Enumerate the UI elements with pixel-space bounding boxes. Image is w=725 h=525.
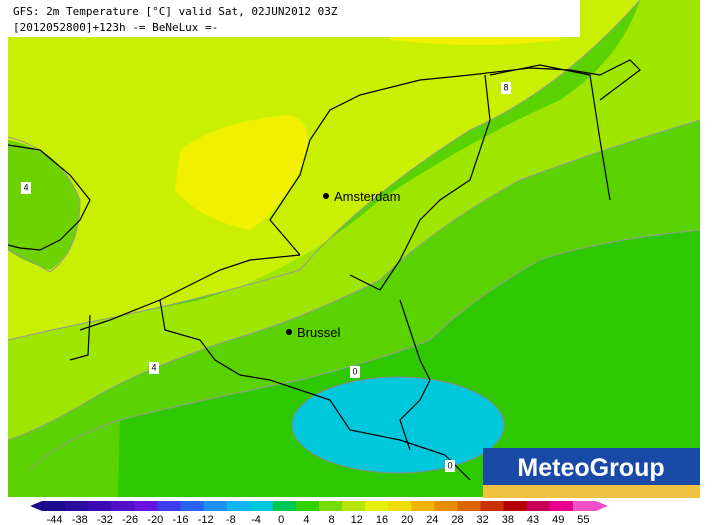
- colorbar-tick-label: -8: [226, 514, 236, 525]
- colorbar-tick-label: 49: [552, 514, 564, 525]
- colorbar-swatch: [411, 501, 435, 511]
- colorbar-swatch: [503, 501, 528, 511]
- city-dot: [286, 329, 292, 335]
- colorbar-swatch: [88, 501, 112, 511]
- contour-label: 0: [352, 366, 357, 376]
- borders-coastline: [7, 59, 641, 481]
- colorbar-tick-label: 43: [527, 514, 539, 525]
- zone-12: [8, 0, 640, 340]
- colorbar-swatch: [457, 501, 482, 511]
- contour-label: 0: [447, 460, 452, 470]
- colorbar-tick-label: 55: [577, 514, 589, 525]
- colorbar-arrow-left: [30, 501, 42, 511]
- zone-0: [118, 230, 700, 497]
- title: GFS: 2m Temperature [°C] valid Sat, 02JU…: [13, 5, 338, 18]
- colorbar-swatch: [203, 501, 228, 511]
- map: Amsterdam Brussel 8 4 4 0 0: [7, 0, 701, 497]
- colorbar-swatch: [42, 501, 66, 511]
- colorbar-tick-label: 4: [303, 514, 309, 525]
- contour-label-box: [350, 366, 360, 378]
- colorbar-tick-label: -4: [251, 514, 261, 525]
- contour-label: 8: [503, 82, 508, 92]
- logo: MeteoGroup: [483, 448, 700, 498]
- colorbar-tick-label: 12: [351, 514, 363, 525]
- colorbar-swatch: [157, 501, 181, 511]
- colorbar-tick-label: -20: [147, 514, 163, 525]
- contour-label-box: [501, 82, 511, 94]
- colorbar-swatch: [365, 501, 389, 511]
- colorbar-arrow-right: [596, 501, 608, 511]
- colorbar-swatch: [65, 501, 89, 511]
- colorbar-tick-label: 16: [376, 514, 388, 525]
- zone-4: [8, 120, 700, 497]
- colorbar-tick-label: 8: [329, 514, 335, 525]
- colorbar-swatch: [249, 501, 274, 511]
- contour-labels: 8 4 4 0 0: [21, 82, 511, 472]
- colorbar-swatch: [572, 501, 597, 511]
- colorbar-swatch: [434, 501, 458, 511]
- colorbar-swatch: [388, 501, 412, 511]
- colorbar-tick-label: 20: [401, 514, 413, 525]
- warm-patch: [175, 115, 308, 230]
- zone-8: [8, 0, 700, 440]
- colorbar-swatch: [480, 501, 505, 511]
- colorbar-swatch: [134, 501, 158, 511]
- colorbar-swatch: [295, 501, 320, 511]
- colorbar-swatch: [549, 501, 574, 511]
- colorbar-swatch: [111, 501, 135, 511]
- city-label: Brussel: [297, 325, 340, 340]
- colorbar-tick-label: 32: [477, 514, 489, 525]
- colorbar-tick-label: 0: [278, 514, 284, 525]
- title-box: [8, 0, 580, 37]
- logo-text: MeteoGroup: [517, 454, 664, 482]
- contour-label-box: [149, 362, 159, 374]
- colorbar-tick-label: 38: [502, 514, 514, 525]
- colorbar-swatch: [342, 501, 366, 511]
- contour-label-box: [21, 182, 31, 194]
- colorbar-swatch: [526, 501, 551, 511]
- logo-stripe: [483, 485, 700, 498]
- contour-lines: [7, 0, 701, 471]
- colorbar-tick-label: -12: [198, 514, 214, 525]
- colorbar-tick-label: -44: [47, 514, 63, 525]
- colorbar-tick-label: -16: [173, 514, 189, 525]
- colorbar-swatch: [226, 501, 251, 511]
- contour-label: 4: [151, 362, 156, 372]
- cold-pool: [291, 376, 505, 474]
- colorbar-swatch: [180, 501, 205, 511]
- colorbar-tick-label: -26: [122, 514, 138, 525]
- city-label: Amsterdam: [334, 189, 400, 204]
- colorbar-tick-label: -32: [97, 514, 113, 525]
- colorbar: -44 -38 -32 -26 -20 -16 -12 -8 -4 0 4 8 12 16 20 24 28 32…: [30, 501, 608, 525]
- contour-label: 4: [23, 182, 28, 192]
- subtitle: [2012052800]+123h -= BeNeLux =-: [13, 21, 218, 34]
- contour-label-box: [445, 460, 455, 472]
- colorbar-tick-label: 24: [426, 514, 438, 525]
- colorbar-swatch: [272, 501, 297, 511]
- colorbar-tick-label: -38: [72, 514, 88, 525]
- colorbar-swatch: [319, 501, 343, 511]
- colorbar-tick-label: 28: [451, 514, 463, 525]
- city-dot: [323, 193, 329, 199]
